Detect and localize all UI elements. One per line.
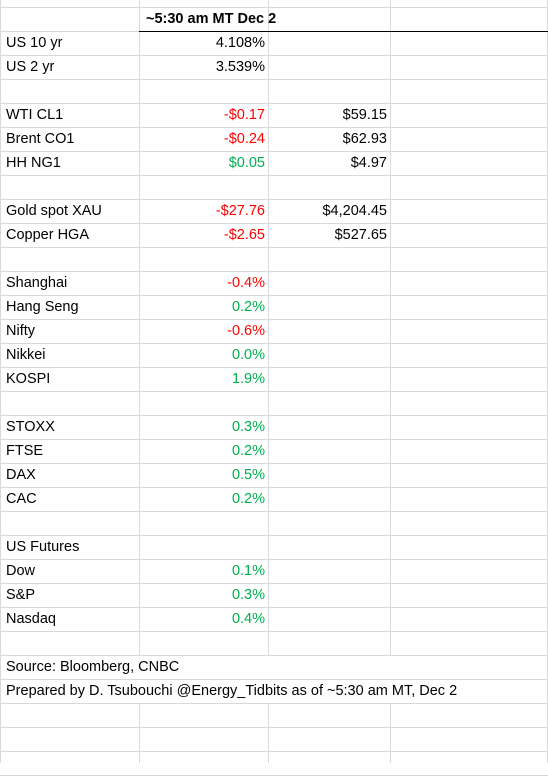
empty-row[interactable] — [0, 248, 548, 272]
row-level: $4,204.45 — [322, 203, 387, 219]
row-label: Nikkei — [6, 347, 46, 363]
table-row[interactable]: US Futures — [0, 536, 548, 560]
table-row[interactable]: Copper HGA -$2.65 $527.65 — [0, 224, 548, 248]
table-row[interactable]: KOSPI 1.9% — [0, 368, 548, 392]
section-heading: US Futures — [6, 539, 80, 555]
table-row[interactable]: STOXX 0.3% — [0, 416, 548, 440]
row-change: 0.2% — [231, 443, 265, 459]
row-label: US 2 yr — [6, 59, 55, 75]
row-label: WTI CL1 — [6, 107, 64, 123]
row-label: KOSPI — [6, 371, 51, 387]
table-row[interactable]: S&P 0.3% — [0, 584, 548, 608]
grid-line — [390, 704, 391, 763]
header-title: ~5:30 am MT Dec 2 — [146, 11, 277, 27]
row-label: Nasdaq — [6, 611, 56, 627]
row-change: 3.539% — [215, 59, 265, 75]
table-row[interactable]: Gold spot XAU -$27.76 $4,204.45 — [0, 200, 548, 224]
grid-line — [0, 656, 1, 763]
row-change: -0.6% — [227, 323, 265, 339]
row-level: $4.97 — [350, 155, 387, 171]
row-change: 0.5% — [231, 467, 265, 483]
prepared-row[interactable]: Prepared by D. Tsubouchi @Energy_Tidbits… — [0, 680, 548, 704]
table-row[interactable]: US 10 yr 4.108% — [0, 32, 548, 56]
row-label: Gold spot XAU — [6, 203, 102, 219]
table-row[interactable]: WTI CL1 -$0.17 $59.15 — [0, 104, 548, 128]
grid-line — [390, 0, 391, 763]
empty-row[interactable] — [0, 752, 548, 776]
grid-line — [268, 0, 269, 655]
row-change: $0.05 — [228, 155, 265, 171]
row-level: $527.65 — [334, 227, 387, 243]
row-change: 0.4% — [231, 611, 265, 627]
empty-row[interactable] — [0, 632, 548, 656]
row-label: S&P — [6, 587, 36, 603]
row-change: 0.2% — [231, 299, 265, 315]
empty-row[interactable] — [0, 512, 548, 536]
row-change: 0.3% — [231, 419, 265, 435]
source-note: Source: Bloomberg, CNBC — [6, 659, 180, 675]
grid-line — [0, 0, 1, 763]
row-change: 1.9% — [231, 371, 265, 387]
row-label: Nifty — [6, 323, 35, 339]
row-label: HH NG1 — [6, 155, 61, 171]
sheet-row[interactable] — [0, 0, 548, 8]
empty-row[interactable] — [0, 728, 548, 752]
row-change: -$0.24 — [223, 131, 265, 147]
empty-row[interactable] — [0, 392, 548, 416]
grid-line — [268, 704, 269, 763]
header-row[interactable]: ~5:30 am MT Dec 2 — [0, 8, 548, 32]
row-change: 0.3% — [231, 587, 265, 603]
source-row[interactable]: Source: Bloomberg, CNBC — [0, 656, 548, 680]
empty-row[interactable] — [0, 704, 548, 728]
table-row[interactable]: Dow 0.1% — [0, 560, 548, 584]
row-level: $59.15 — [342, 107, 387, 123]
empty-row[interactable] — [0, 176, 548, 200]
row-change: 0.1% — [231, 563, 265, 579]
row-label: Shanghai — [6, 275, 68, 291]
header-underline — [139, 31, 548, 32]
table-row[interactable]: Brent CO1 -$0.24 $62.93 — [0, 128, 548, 152]
row-change: 4.108% — [215, 35, 265, 51]
row-change: -$0.17 — [223, 107, 265, 123]
table-row[interactable]: US 2 yr 3.539% — [0, 56, 548, 80]
table-row[interactable]: Shanghai -0.4% — [0, 272, 548, 296]
row-label: FTSE — [6, 443, 44, 459]
row-label: DAX — [6, 467, 36, 483]
row-label: Hang Seng — [6, 299, 79, 315]
table-row[interactable]: Nikkei 0.0% — [0, 344, 548, 368]
row-change: -0.4% — [227, 275, 265, 291]
table-row[interactable]: Nasdaq 0.4% — [0, 608, 548, 632]
row-label: Brent CO1 — [6, 131, 75, 147]
table-row[interactable]: DAX 0.5% — [0, 464, 548, 488]
table-row[interactable]: HH NG1 $0.05 $4.97 — [0, 152, 548, 176]
row-label: Dow — [6, 563, 36, 579]
row-label: CAC — [6, 491, 37, 507]
row-change: -$2.65 — [223, 227, 265, 243]
row-level: $62.93 — [342, 131, 387, 147]
row-label: US 10 yr — [6, 35, 63, 51]
row-label: STOXX — [6, 419, 55, 435]
row-change: -$27.76 — [215, 203, 265, 219]
grid-line — [139, 704, 140, 763]
prepared-by-note: Prepared by D. Tsubouchi @Energy_Tidbits… — [6, 683, 458, 699]
grid-line — [139, 0, 140, 655]
empty-row[interactable] — [0, 80, 548, 104]
row-change: 0.2% — [231, 491, 265, 507]
table-row[interactable]: Nifty -0.6% — [0, 320, 548, 344]
table-row[interactable]: FTSE 0.2% — [0, 440, 548, 464]
row-label: Copper HGA — [6, 227, 90, 243]
table-row[interactable]: CAC 0.2% — [0, 488, 548, 512]
row-change: 0.0% — [231, 347, 265, 363]
table-row[interactable]: Hang Seng 0.2% — [0, 296, 548, 320]
